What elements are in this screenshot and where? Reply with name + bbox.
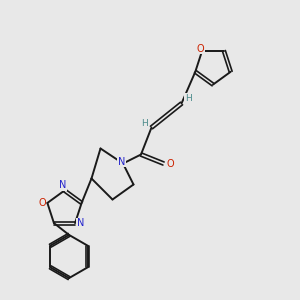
- Text: N: N: [77, 218, 84, 228]
- Text: N: N: [118, 157, 125, 167]
- Text: O: O: [38, 198, 46, 208]
- Text: H: H: [142, 118, 148, 127]
- Text: N: N: [59, 180, 67, 190]
- Text: O: O: [197, 44, 204, 54]
- Text: H: H: [185, 94, 191, 103]
- Text: O: O: [166, 159, 174, 170]
